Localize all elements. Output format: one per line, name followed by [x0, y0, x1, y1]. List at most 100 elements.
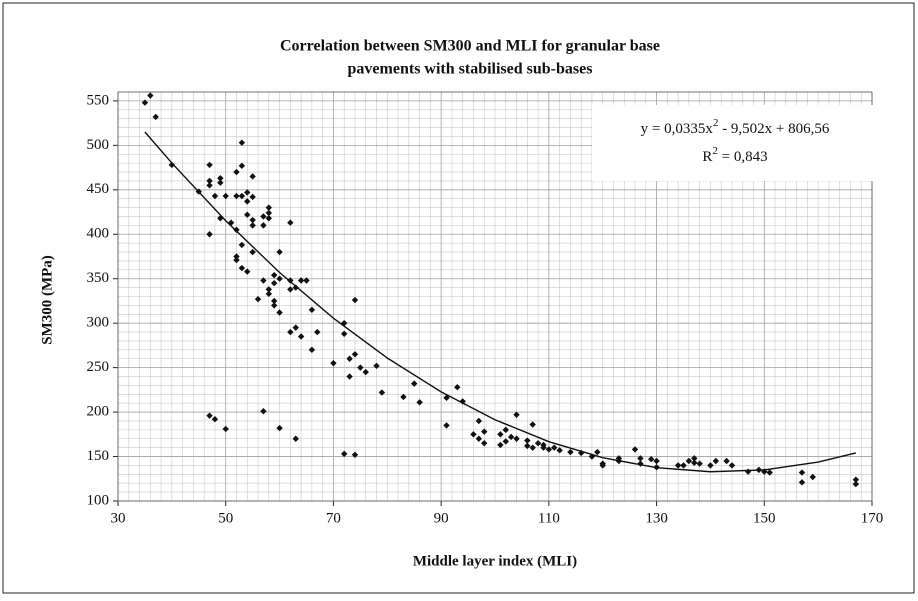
- data-point: [211, 416, 219, 423]
- data-point: [416, 399, 423, 406]
- r-squared-part: R: [702, 149, 712, 165]
- data-point: [766, 469, 773, 476]
- data-point: [211, 192, 219, 200]
- data-point: [249, 193, 256, 201]
- data-point: [270, 302, 278, 309]
- y-tick-label: 100: [87, 492, 110, 508]
- data-point: [265, 286, 272, 293]
- data-point: [691, 459, 698, 466]
- data-point: [260, 277, 267, 284]
- data-point: [206, 412, 213, 419]
- data-point: [341, 330, 348, 338]
- y-tick-label: 500: [87, 137, 110, 153]
- data-point: [233, 192, 240, 200]
- equation-part: 2: [713, 117, 719, 129]
- data-point: [723, 457, 730, 465]
- trend-line: [144, 131, 857, 473]
- data-point: [481, 428, 488, 435]
- data-point: [545, 446, 553, 453]
- data-point: [653, 457, 660, 465]
- data-point: [254, 295, 262, 303]
- data-point: [524, 442, 531, 450]
- x-tick-label: 50: [218, 510, 233, 526]
- data-point: [206, 182, 213, 189]
- data-point: [314, 328, 321, 336]
- data-point: [206, 161, 213, 169]
- y-tick-label: 550: [87, 92, 110, 108]
- data-point: [276, 309, 283, 316]
- data-point: [631, 446, 639, 453]
- data-point: [680, 462, 687, 469]
- data-point: [481, 440, 488, 447]
- data-point: [233, 168, 240, 176]
- data-point: [551, 444, 558, 451]
- data-point: [443, 422, 450, 429]
- data-point: [691, 455, 698, 462]
- data-point: [141, 99, 149, 106]
- data-point: [529, 421, 536, 428]
- data-point: [308, 306, 316, 314]
- data-point: [265, 204, 272, 211]
- data-point: [249, 222, 256, 229]
- data-point: [238, 162, 246, 169]
- data-point: [238, 192, 246, 200]
- r-squared-part: = 0,843: [718, 149, 768, 165]
- y-tick-label: 450: [87, 181, 110, 197]
- data-point: [357, 364, 364, 371]
- data-point: [330, 359, 337, 367]
- x-tick-label: 90: [434, 510, 449, 526]
- data-point: [502, 438, 509, 445]
- data-point: [276, 424, 283, 432]
- x-tick-label: 30: [111, 510, 126, 526]
- data-point: [378, 389, 386, 396]
- data-point: [346, 373, 353, 380]
- plot: [141, 92, 860, 488]
- data-point: [513, 435, 520, 442]
- data-point: [260, 222, 267, 229]
- data-point: [351, 351, 359, 358]
- data-point: [233, 253, 240, 260]
- data-point: [292, 284, 299, 291]
- y-axis-label: SM300 (MPa): [39, 255, 55, 345]
- data-point: [308, 346, 316, 354]
- data-point: [707, 462, 714, 469]
- data-point: [798, 479, 806, 486]
- equation-part: y = 0,0335x: [641, 121, 714, 137]
- r-squared-part: 2: [712, 145, 718, 157]
- data-point: [276, 248, 283, 256]
- data-point: [459, 398, 466, 405]
- data-point: [287, 328, 294, 336]
- data-point: [147, 92, 154, 99]
- data-point: [249, 248, 256, 256]
- data-point: [206, 177, 213, 185]
- data-point: [454, 383, 461, 391]
- data-point: [303, 277, 310, 284]
- data-point: [798, 469, 806, 476]
- y-tick-label: 300: [87, 315, 110, 331]
- data-point: [244, 211, 251, 218]
- data-point: [470, 431, 477, 438]
- plot-frame: [117, 91, 873, 502]
- data-point: [244, 189, 251, 196]
- data-point: [475, 435, 483, 442]
- data-point: [297, 277, 305, 284]
- x-tick-label: 70: [326, 510, 341, 526]
- data-point: [222, 192, 229, 200]
- data-point: [222, 425, 229, 433]
- data-point: [567, 448, 574, 456]
- data-point: [540, 444, 547, 451]
- data-point: [674, 462, 682, 469]
- data-point: [507, 433, 515, 441]
- data-point: [529, 444, 536, 451]
- data-point: [217, 175, 224, 182]
- data-point: [287, 219, 294, 226]
- y-tick-label: 150: [87, 448, 110, 464]
- data-point: [217, 179, 224, 186]
- data-point: [599, 462, 606, 469]
- data-point: [497, 441, 504, 449]
- equation-box: [592, 105, 878, 181]
- data-point: [265, 215, 272, 222]
- data-point: [373, 362, 380, 370]
- data-point: [556, 447, 563, 454]
